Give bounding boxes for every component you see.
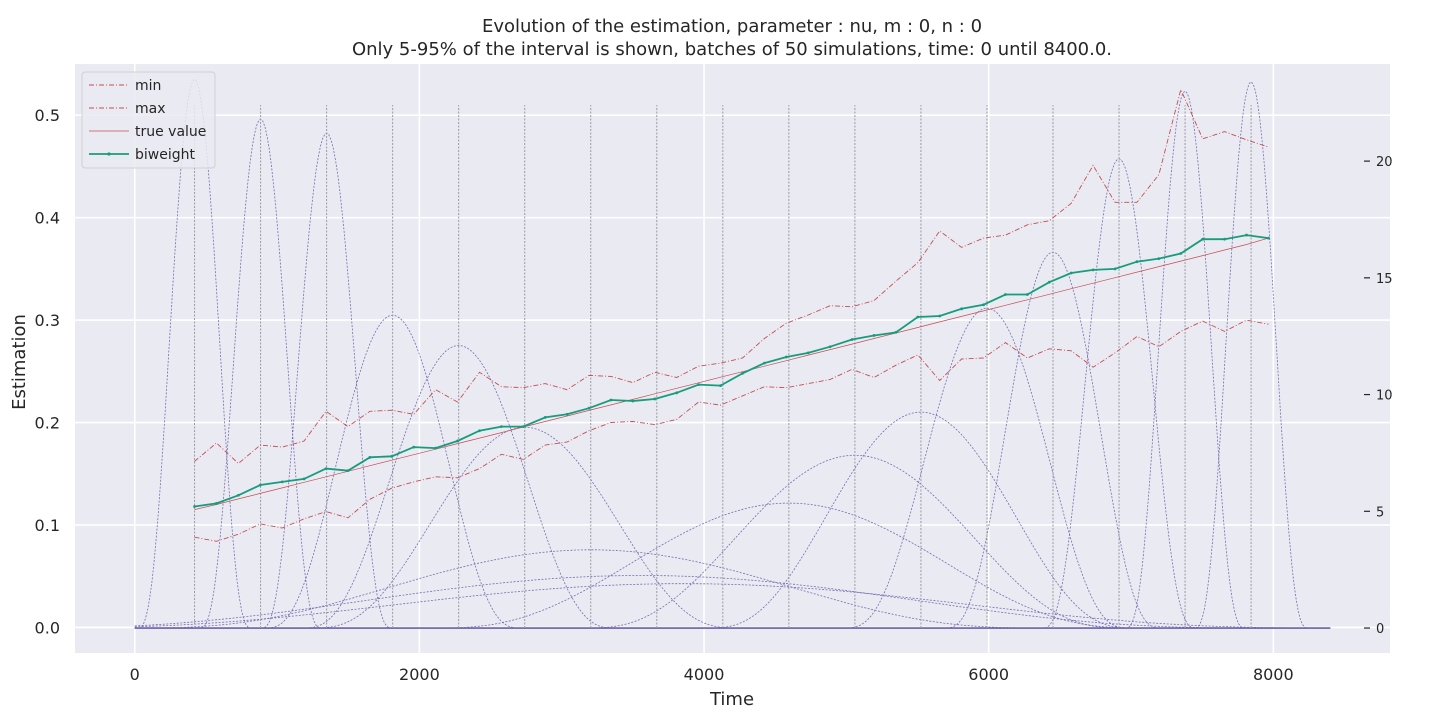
- legend-label: min: [135, 78, 161, 94]
- kernel-curve: [134, 575, 1331, 629]
- biweight-point: [499, 425, 503, 429]
- legend-label: true value: [135, 124, 206, 140]
- biweight-point: [784, 355, 788, 359]
- series-lines: [193, 88, 1270, 542]
- biweight-point: [1179, 252, 1183, 255]
- biweight-point: [850, 338, 854, 341]
- y-tick-label: 0.3: [35, 311, 60, 330]
- biweight-point: [324, 467, 328, 471]
- biweight-point: [828, 345, 832, 349]
- axis-ticks: 0 2000 4000 6000 8000 0.0 0.1 0.2 0.3 0.4 0.5 0 5 10 1…: [35, 106, 1393, 684]
- biweight-point: [258, 483, 262, 487]
- y-axis-label: Estimation: [9, 314, 30, 410]
- y-tick-label: 0.1: [35, 516, 60, 535]
- series-line-max: [194, 319, 1269, 542]
- y2-tick-label: 20: [1376, 155, 1393, 170]
- x-tick-label: 4000: [684, 665, 725, 684]
- biweight-point: [1113, 267, 1117, 271]
- biweight-point: [1025, 293, 1029, 296]
- biweight-point: [872, 334, 876, 337]
- y-tick-label: 0.0: [35, 618, 60, 637]
- kernel-curve: [134, 583, 1331, 629]
- kernel-curve: [134, 158, 1331, 629]
- vertical-markers: [194, 105, 1252, 629]
- biweight-point: [1091, 268, 1095, 272]
- biweight-point: [741, 371, 744, 375]
- series-line-true-value: [194, 237, 1269, 510]
- biweight-point: [521, 425, 525, 429]
- biweight-point: [302, 477, 306, 481]
- y2-tick-label: 15: [1376, 272, 1393, 287]
- biweight-point: [762, 361, 766, 365]
- biweight-point: [280, 480, 284, 484]
- y-tick-label: 0.4: [35, 209, 60, 228]
- biweight-point: [982, 303, 985, 307]
- biweight-point: [1267, 236, 1270, 240]
- biweight-point: [346, 469, 350, 473]
- x-tick-label: 0: [130, 665, 140, 684]
- legend-box: [81, 71, 216, 169]
- kernel-curves: [134, 78, 1331, 629]
- y-tick-label: 0.5: [35, 106, 60, 125]
- biweight-point: [1004, 293, 1007, 296]
- biweight-point: [653, 397, 657, 401]
- plot-area: [75, 64, 1390, 653]
- x-tick-label: 8000: [1253, 665, 1294, 684]
- chart-title: Evolution of the estimation, parameter :…: [482, 16, 982, 37]
- biweight-point: [215, 502, 218, 505]
- biweight-point: [916, 315, 920, 319]
- biweight-point: [587, 406, 591, 410]
- x-tick-label: 6000: [968, 665, 1009, 684]
- biweight-point: [960, 307, 964, 311]
- x-tick-label: 2000: [399, 665, 440, 684]
- legend-label: biweight: [135, 147, 195, 163]
- biweight-point: [894, 330, 898, 334]
- biweight-point: [1135, 260, 1139, 264]
- kernel-curve: [134, 132, 1331, 629]
- y2-tick-label: 0: [1376, 622, 1384, 637]
- biweight-point: [236, 493, 240, 497]
- legend: min max true value biweight: [81, 71, 216, 169]
- biweight-point: [609, 398, 613, 402]
- legend-label: max: [135, 101, 166, 117]
- y2-tick-label: 10: [1376, 389, 1393, 404]
- biweight-point: [1245, 233, 1248, 237]
- biweight-point: [1157, 257, 1161, 261]
- biweight-point: [390, 454, 394, 458]
- biweight-point: [434, 446, 438, 450]
- biweight-point: [697, 383, 701, 387]
- biweight-point: [565, 412, 569, 416]
- biweight-point: [1047, 280, 1051, 284]
- series-line-min: [194, 88, 1269, 465]
- biweight-point: [543, 416, 547, 419]
- series-line-biweight: [194, 234, 1269, 508]
- biweight-point: [412, 445, 416, 449]
- biweight-point: [368, 455, 372, 459]
- y-tick-label: 0.2: [35, 414, 60, 433]
- x-axis-label: Time: [709, 689, 754, 710]
- biweight-point: [1223, 237, 1227, 241]
- biweight-point: [675, 391, 679, 395]
- chart-subtitle: Only 5-95% of the interval is shown, bat…: [352, 39, 1112, 60]
- y2-tick-label: 5: [1376, 505, 1384, 520]
- biweight-point: [1201, 237, 1205, 241]
- legend-marker: [107, 152, 111, 156]
- biweight-point: [719, 384, 722, 388]
- biweight-point: [806, 351, 810, 355]
- biweight-point: [456, 439, 459, 443]
- kernel-curve: [134, 90, 1331, 629]
- biweight-point: [193, 505, 196, 508]
- biweight-point: [478, 429, 481, 433]
- biweight-point: [631, 399, 635, 403]
- biweight-point: [1069, 271, 1073, 275]
- kernel-curve: [134, 251, 1331, 629]
- biweight-point: [938, 314, 942, 318]
